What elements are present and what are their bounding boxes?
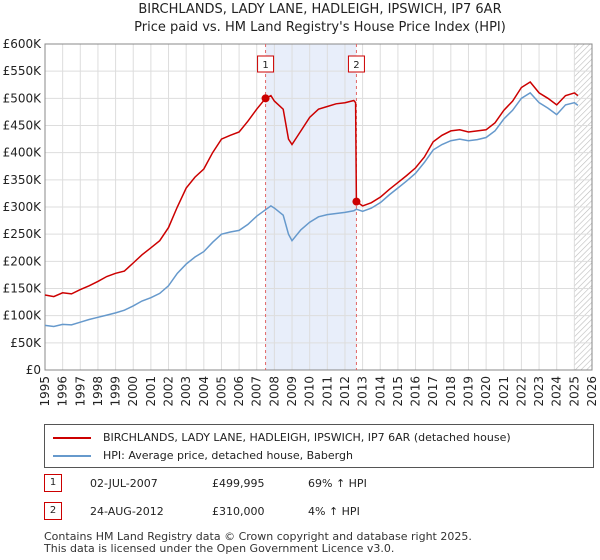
x-tick-label: 2026 — [585, 376, 599, 407]
legend-item-hpi: HPI: Average price, detached house, Babe… — [53, 447, 353, 465]
y-tick-label: £350K — [3, 173, 43, 187]
sale-label-box — [257, 55, 275, 73]
plot-area: £0 £50K £100K £150K £200K £250K £300K £350K £400… — [3, 37, 599, 407]
x-tick-label: 1996 — [56, 376, 70, 407]
x-tick-label: 2007 — [250, 376, 264, 407]
legend-item-property: BIRCHLANDS, LADY LANE, HADLEIGH, IPSWICH… — [53, 429, 511, 447]
footer-line-2: This data is licensed under the Open Gov… — [44, 542, 395, 555]
y-tick-label: £100K — [3, 309, 43, 323]
x-tick-label: 2020 — [479, 376, 493, 407]
sale-date: 24-AUG-2012 — [90, 505, 164, 518]
y-tick-label: £500K — [3, 91, 43, 105]
x-tick-label: 1998 — [91, 376, 105, 407]
y-tick-label: £200K — [3, 254, 43, 268]
x-tick-label: 2003 — [179, 376, 193, 407]
x-tick-label: 2002 — [162, 376, 176, 407]
x-tick-label: 2014 — [373, 376, 387, 407]
property-series-line — [44, 81, 579, 298]
y-tick-label: £50K — [10, 336, 42, 350]
x-tick-label: 2024 — [550, 376, 564, 407]
x-tick-label: 2010 — [303, 376, 317, 407]
hpi-series-line — [44, 91, 579, 328]
sale-price: £310,000 — [212, 505, 265, 518]
x-tick-label: 2015 — [391, 376, 405, 407]
x-tick-label: 2018 — [444, 376, 458, 407]
x-tick-label: 2023 — [532, 376, 546, 407]
sale-price: £499,995 — [212, 477, 265, 490]
sale-marker-label: 1 — [44, 474, 62, 492]
footer: Contains HM Land Registry data © Crown c… — [44, 531, 472, 555]
legend-label-hpi: HPI: Average price, detached house, Babe… — [103, 449, 353, 462]
red-line-icon — [53, 437, 91, 439]
x-tick-label: 2019 — [461, 376, 475, 407]
y-tick-label: £600K — [3, 37, 43, 51]
footer-line-1: Contains HM Land Registry data © Crown c… — [44, 530, 472, 543]
sale-label-text: 1 — [262, 60, 268, 71]
price-chart: BIRCHLANDS, LADY LANE, HADLEIGH, IPSWICH… — [3, 2, 599, 407]
x-tick-label: 2001 — [144, 376, 158, 407]
blue-line-icon — [53, 455, 91, 457]
x-tick-label: 1999 — [109, 376, 123, 407]
x-tick-label: 2004 — [197, 376, 211, 407]
x-tick-label: 2008 — [267, 376, 281, 407]
x-tick-label: 2017 — [426, 376, 440, 407]
sale-point — [352, 197, 361, 206]
x-tick-label: 1997 — [73, 376, 87, 407]
sale-label-text: 2 — [353, 60, 359, 71]
y-tick-label: £400K — [3, 146, 43, 160]
x-tick-label: 2016 — [409, 376, 423, 407]
y-tick-label: £0 — [26, 363, 41, 377]
sale-date: 02-JUL-2007 — [90, 477, 158, 490]
x-tick-label: 1995 — [38, 376, 52, 407]
sale-marker-label: 2 — [44, 502, 62, 520]
y-tick-label: £300K — [3, 200, 43, 214]
legend-label-property: BIRCHLANDS, LADY LANE, HADLEIGH, IPSWICH… — [103, 431, 511, 444]
sale-hpi-change: 4% ↑ HPI — [308, 505, 360, 518]
y-tick-label: £250K — [3, 227, 43, 241]
sale-hpi-change: 69% ↑ HPI — [308, 477, 367, 490]
sale-point — [261, 94, 270, 103]
x-tick-label: 2021 — [497, 376, 511, 407]
x-tick-label: 2009 — [285, 376, 299, 407]
x-tick-label: 2005 — [214, 376, 228, 407]
legend: BIRCHLANDS, LADY LANE, HADLEIGH, IPSWICH… — [44, 424, 594, 468]
x-tick-label: 2012 — [338, 376, 352, 407]
y-tick-label: £450K — [3, 119, 43, 133]
x-tick-label: 2000 — [126, 376, 140, 407]
sale-label-box — [347, 55, 365, 73]
sale-row-1: 1 02-JUL-2007 £499,995 69% ↑ HPI — [44, 474, 584, 494]
y-tick-label: £150K — [3, 282, 43, 296]
x-tick-label: 2011 — [320, 376, 334, 407]
sale-row-2: 2 24-AUG-2012 £310,000 4% ↑ HPI — [44, 502, 584, 522]
x-tick-label: 2022 — [514, 376, 528, 407]
y-tick-label: £550K — [3, 64, 43, 78]
plot-frame — [44, 43, 593, 371]
x-tick-label: 2025 — [567, 376, 581, 407]
x-tick-label: 2013 — [356, 376, 370, 407]
chart-subtitle: Price paid vs. HM Land Registry's House … — [134, 20, 506, 35]
x-tick-label: 2006 — [232, 376, 246, 407]
chart-title: BIRCHLANDS, LADY LANE, HADLEIGH, IPSWICH… — [138, 2, 501, 17]
